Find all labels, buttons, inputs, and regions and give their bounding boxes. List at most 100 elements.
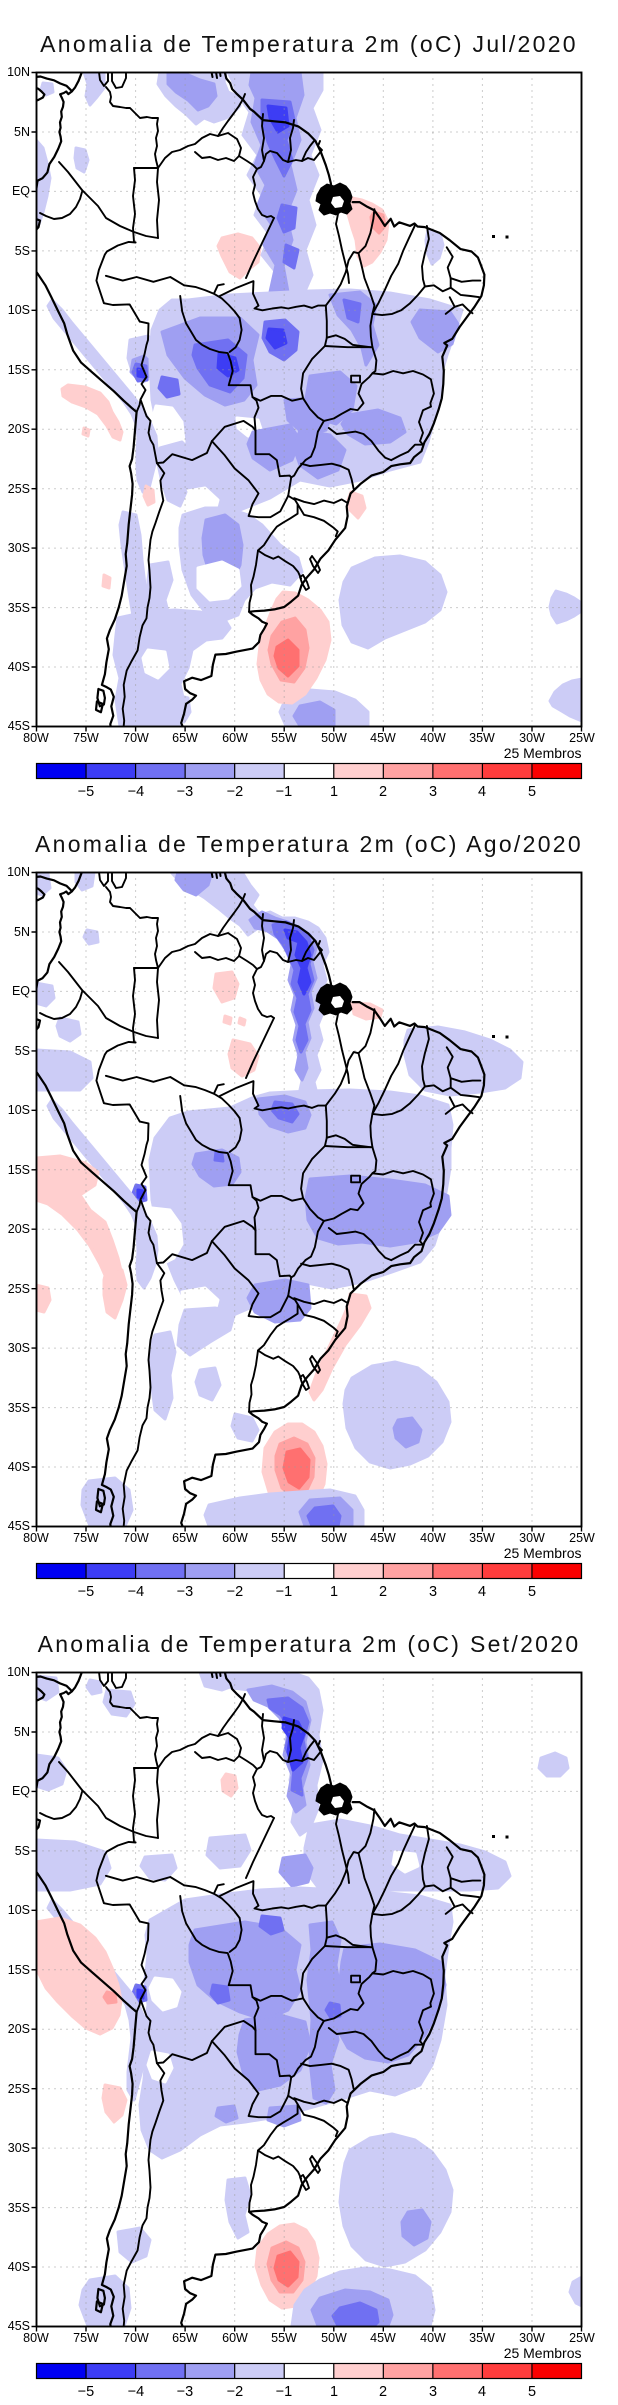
svg-text:35W: 35W xyxy=(469,731,495,745)
svg-text:−4: −4 xyxy=(128,2384,145,2400)
svg-text:−3: −3 xyxy=(177,1584,194,1600)
svg-text:−5: −5 xyxy=(78,2384,95,2400)
svg-text:20S: 20S xyxy=(8,2022,30,2036)
svg-text:30S: 30S xyxy=(8,541,30,555)
svg-text:75W: 75W xyxy=(73,731,99,745)
svg-text:70W: 70W xyxy=(123,2331,149,2345)
svg-text:−2: −2 xyxy=(227,1584,244,1600)
svg-text:−3: −3 xyxy=(177,2384,194,2400)
svg-text:30W: 30W xyxy=(519,1531,545,1545)
svg-text:5: 5 xyxy=(528,2384,536,2400)
svg-text:30W: 30W xyxy=(519,2331,545,2345)
svg-text:25W: 25W xyxy=(569,731,595,745)
svg-text:5: 5 xyxy=(528,1584,536,1600)
svg-text:50W: 50W xyxy=(321,731,347,745)
svg-text:EQ: EQ xyxy=(12,984,30,998)
svg-text:−5: −5 xyxy=(78,784,95,800)
svg-text:−1: −1 xyxy=(276,2384,293,2400)
svg-text:65W: 65W xyxy=(172,731,198,745)
svg-text:35S: 35S xyxy=(8,1401,30,1415)
svg-text:25S: 25S xyxy=(8,482,30,496)
svg-text:80W: 80W xyxy=(23,731,49,745)
svg-text:35S: 35S xyxy=(8,601,30,615)
svg-text:Anomalia de Temperatura 2m (oC: Anomalia de Temperatura 2m (oC) Jul/2020 xyxy=(40,31,578,57)
svg-text:45W: 45W xyxy=(370,1531,396,1545)
svg-text:3: 3 xyxy=(429,1584,437,1600)
svg-text:70W: 70W xyxy=(123,1531,149,1545)
svg-text:−2: −2 xyxy=(227,2384,244,2400)
svg-text:10N: 10N xyxy=(7,865,30,879)
svg-text:5N: 5N xyxy=(14,125,30,139)
svg-text:25W: 25W xyxy=(569,2331,595,2345)
svg-text:5S: 5S xyxy=(15,1044,30,1058)
svg-text:−4: −4 xyxy=(128,1584,145,1600)
svg-text:Anomalia de Temperatura 2m (oC: Anomalia de Temperatura 2m (oC) Set/2020 xyxy=(38,1631,581,1657)
svg-text:20S: 20S xyxy=(8,1222,30,1236)
svg-text:5N: 5N xyxy=(14,1725,30,1739)
svg-text:40W: 40W xyxy=(420,1531,446,1545)
svg-text:30W: 30W xyxy=(519,731,545,745)
svg-text:1: 1 xyxy=(330,2384,338,2400)
svg-text:40W: 40W xyxy=(420,731,446,745)
svg-text:45S: 45S xyxy=(8,719,30,733)
svg-text:4: 4 xyxy=(478,1584,486,1600)
svg-text:60W: 60W xyxy=(222,1531,248,1545)
svg-text:−1: −1 xyxy=(276,784,293,800)
svg-text:75W: 75W xyxy=(73,1531,99,1545)
svg-text:25S: 25S xyxy=(8,1282,30,1296)
svg-text:EQ: EQ xyxy=(12,1784,30,1798)
svg-text:55W: 55W xyxy=(271,731,297,745)
svg-text:−2: −2 xyxy=(227,784,244,800)
svg-text:−5: −5 xyxy=(78,1584,95,1600)
svg-text:15S: 15S xyxy=(8,363,30,377)
svg-text:15S: 15S xyxy=(8,1163,30,1177)
svg-text:25W: 25W xyxy=(569,1531,595,1545)
svg-text:25 Membros: 25 Membros xyxy=(504,2345,582,2361)
svg-text:50W: 50W xyxy=(321,2331,347,2345)
svg-text:5S: 5S xyxy=(15,244,30,258)
svg-text:30S: 30S xyxy=(8,2141,30,2155)
svg-text:4: 4 xyxy=(478,784,486,800)
svg-text:5S: 5S xyxy=(15,1844,30,1858)
svg-text:25 Membros: 25 Membros xyxy=(504,745,582,761)
svg-text:Anomalia de Temperatura 2m (oC: Anomalia de Temperatura 2m (oC) Ago/2020 xyxy=(35,831,583,857)
svg-text:5N: 5N xyxy=(14,925,30,939)
svg-text:−1: −1 xyxy=(276,1584,293,1600)
svg-text:70W: 70W xyxy=(123,731,149,745)
svg-text:3: 3 xyxy=(429,2384,437,2400)
svg-text:3: 3 xyxy=(429,784,437,800)
svg-text:55W: 55W xyxy=(271,1531,297,1545)
svg-text:45W: 45W xyxy=(370,731,396,745)
svg-text:2: 2 xyxy=(379,1584,387,1600)
svg-text:30S: 30S xyxy=(8,1341,30,1355)
svg-text:55W: 55W xyxy=(271,2331,297,2345)
svg-text:50W: 50W xyxy=(321,1531,347,1545)
svg-text:35W: 35W xyxy=(469,2331,495,2345)
svg-text:EQ: EQ xyxy=(12,184,30,198)
svg-text:45S: 45S xyxy=(8,2319,30,2333)
svg-text:35S: 35S xyxy=(8,2201,30,2215)
svg-text:15S: 15S xyxy=(8,1963,30,1977)
svg-text:5: 5 xyxy=(528,784,536,800)
svg-text:40S: 40S xyxy=(8,2260,30,2274)
svg-text:80W: 80W xyxy=(23,1531,49,1545)
svg-text:25 Membros: 25 Membros xyxy=(504,1545,582,1561)
svg-text:75W: 75W xyxy=(73,2331,99,2345)
svg-text:10N: 10N xyxy=(7,1665,30,1679)
svg-text:45S: 45S xyxy=(8,1519,30,1533)
svg-text:65W: 65W xyxy=(172,1531,198,1545)
svg-text:60W: 60W xyxy=(222,2331,248,2345)
svg-text:4: 4 xyxy=(478,2384,486,2400)
svg-text:35W: 35W xyxy=(469,1531,495,1545)
svg-text:80W: 80W xyxy=(23,2331,49,2345)
svg-text:25S: 25S xyxy=(8,2082,30,2096)
svg-text:40S: 40S xyxy=(8,1460,30,1474)
svg-text:−3: −3 xyxy=(177,784,194,800)
svg-text:10N: 10N xyxy=(7,65,30,79)
svg-text:60W: 60W xyxy=(222,731,248,745)
svg-text:1: 1 xyxy=(330,1584,338,1600)
svg-text:10S: 10S xyxy=(8,303,30,317)
svg-text:2: 2 xyxy=(379,784,387,800)
svg-text:40W: 40W xyxy=(420,2331,446,2345)
svg-text:10S: 10S xyxy=(8,1103,30,1117)
